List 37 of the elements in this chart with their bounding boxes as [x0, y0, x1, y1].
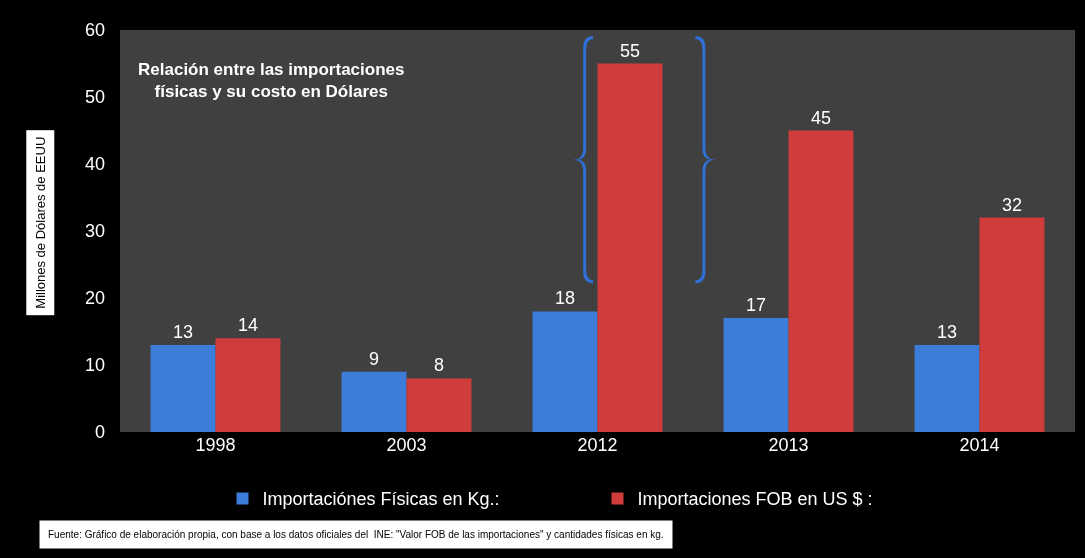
x-tick-label: 2012 — [577, 435, 618, 455]
x-tick-label: 1998 — [195, 435, 236, 455]
bar — [914, 344, 980, 432]
data-label: 9 — [369, 348, 380, 369]
y-tick-label: 50 — [84, 87, 105, 108]
y-tick-label: 10 — [84, 355, 105, 376]
bar — [597, 63, 663, 432]
bar — [788, 130, 854, 432]
data-label: 17 — [746, 295, 767, 316]
y-tick-label: 0 — [94, 422, 105, 443]
x-tick-label: 2003 — [386, 435, 427, 455]
data-label: 13 — [173, 321, 194, 342]
data-label: 32 — [1001, 194, 1022, 215]
text: Relación entre las importaciones físicas y su costo en Dólares — [138, 60, 405, 102]
y-tick-label: 60 — [84, 20, 105, 41]
legend-label: Importaciones FOB en US $ : — [637, 489, 873, 510]
bar — [406, 378, 472, 432]
data-label: 13 — [937, 321, 958, 342]
x-tick-label: 2014 — [959, 435, 1000, 455]
data-label: 14 — [237, 315, 258, 336]
legend-label: Importaciónes Físicas en Kg.: — [262, 489, 500, 510]
bar — [979, 217, 1045, 432]
bar — [532, 311, 598, 432]
data-label: 55 — [619, 40, 640, 61]
x-tick-label: 2013 — [768, 435, 809, 455]
y-axis-title: Millones de Dólares de EEUU — [32, 136, 48, 309]
y-tick-label: 20 — [84, 288, 105, 309]
data-label: 8 — [433, 355, 444, 376]
bar — [215, 338, 281, 432]
bar — [150, 344, 216, 432]
bar — [341, 371, 407, 432]
source-note: Fuente: Gráfico de elaboración propia, con base a los datos oficiales del INE: "Valor FOB de las importaciones" y cantidades físicas en kg. — [48, 529, 664, 540]
y-tick-label: 30 — [84, 221, 105, 242]
data-label: 18 — [555, 288, 576, 309]
y-tick-label: 40 — [84, 154, 105, 175]
bar — [723, 318, 789, 432]
data-label: 45 — [810, 107, 831, 128]
